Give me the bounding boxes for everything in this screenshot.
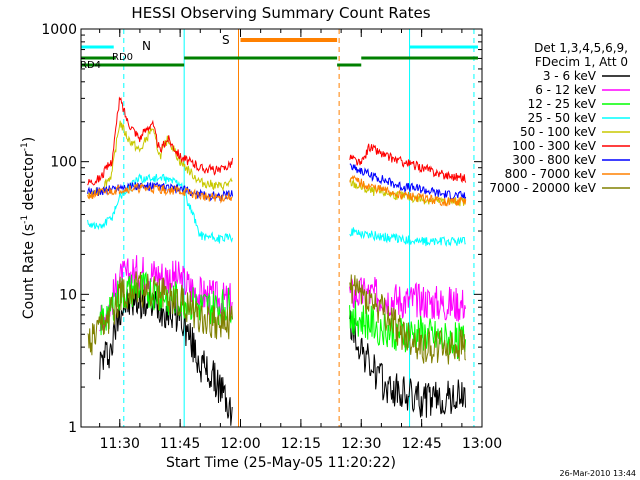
series-line (349, 163, 467, 200)
plot-area: N RD0 RD4 S 1 10 100 1000 11:30 11:45 12:00 12:15… (41, 22, 502, 452)
x-tick-label: 12:45 (401, 436, 441, 452)
legend-label: 3 - 6 keV (543, 69, 597, 83)
y-axis-label: Count Rate (s-1 detector-1) (20, 137, 37, 319)
x-axis-label: Start Time (25-May-05 11:20:22) (166, 455, 396, 471)
flag-bars: N RD0 RD4 S (80, 33, 478, 71)
x-tick-label: 12:00 (220, 436, 260, 452)
series-line (349, 143, 467, 184)
series-line (87, 182, 233, 204)
series-line (349, 300, 466, 360)
legend-label: 300 - 800 keV (512, 153, 596, 167)
series-line (87, 96, 233, 186)
legend-label: 100 - 300 keV (512, 139, 596, 153)
y-tick-label: 1 (68, 420, 77, 436)
y-axis-label-end: ) (21, 137, 37, 142)
y-tick-label: 1000 (41, 22, 77, 38)
series-line (87, 120, 233, 199)
y-axis-label-sup-2: -1 (20, 142, 30, 151)
series-group (87, 96, 467, 426)
legend-header-line-2: FDecim 1, Att 0 (535, 55, 628, 69)
flag-label: RD0 (112, 52, 133, 63)
x-tick-label: 12:30 (341, 436, 381, 452)
flag-label: S (222, 33, 230, 47)
series-line (87, 271, 233, 356)
x-axis: 11:30 11:45 12:00 12:15 12:30 12:45 13:00 (99, 29, 502, 452)
series-line (349, 274, 467, 365)
time-markers (123, 29, 475, 427)
series-1 (99, 284, 466, 426)
footer-timestamp: 26-Mar-2010 13:44 (560, 469, 637, 478)
legend-label: 6 - 12 keV (535, 83, 597, 97)
legend-label: 50 - 100 keV (520, 125, 597, 139)
y-axis-label-sup-1: -1 (20, 215, 30, 224)
legend-label: 7000 - 20000 keV (489, 181, 596, 195)
y-axis-label-mid: detector (21, 151, 37, 215)
plot-frame (80, 28, 483, 428)
series-line (349, 276, 466, 322)
legend-header-line-1: Det 1,3,4,5,6,9, (534, 41, 628, 55)
series-6 (87, 96, 467, 186)
series-line (349, 174, 467, 207)
legend: Det 1,3,4,5,6,9, FDecim 1, Att 0 3 - 6 k… (489, 41, 630, 195)
chart-title: HESSI Observing Summary Count Rates (131, 4, 430, 22)
legend-label: 25 - 50 keV (528, 111, 597, 125)
series-line (349, 177, 467, 207)
flag-label: RD4 (80, 60, 101, 71)
y-tick-label: 100 (50, 155, 77, 171)
flag-label: N (142, 39, 151, 53)
y-tick-label: 10 (59, 287, 77, 303)
series-line (99, 284, 233, 426)
y-axis: 1 10 100 1000 (41, 22, 482, 436)
x-tick-label: 13:00 (462, 436, 502, 452)
series-line (87, 173, 233, 244)
x-tick-label: 12:15 (281, 436, 321, 452)
legend-label: 12 - 25 keV (528, 97, 597, 111)
x-tick-label: 11:30 (100, 436, 140, 452)
series-8 (87, 174, 467, 207)
x-tick-label: 11:45 (160, 436, 200, 452)
series-9 (87, 271, 467, 365)
series-line (349, 227, 466, 247)
y-axis-label-main: Count Rate (s (21, 224, 37, 319)
series-4 (87, 173, 466, 247)
series-line (349, 310, 466, 418)
legend-label: 800 - 7000 keV (505, 167, 597, 181)
